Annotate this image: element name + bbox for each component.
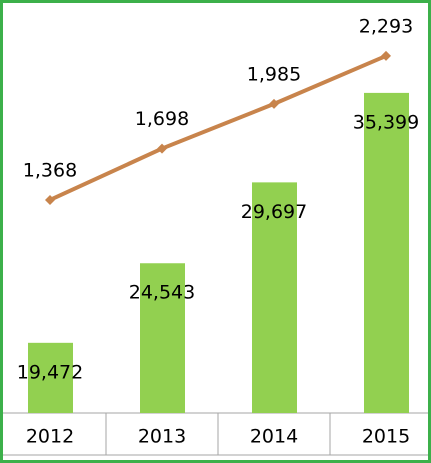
line (49, 54, 387, 202)
line-value-label: 1,985 (247, 63, 301, 85)
line-value-label: 1,698 (135, 108, 189, 130)
bar (28, 342, 73, 413)
bar-value-label: 19,472 (17, 361, 83, 383)
line-value-label: 1,368 (23, 159, 77, 181)
x-tick-label: 2013 (138, 426, 186, 448)
bar (252, 182, 297, 413)
x-tick-label: 2012 (26, 426, 74, 448)
line-marker (269, 98, 279, 109)
line-marker (45, 194, 55, 205)
category-row (3, 412, 428, 456)
line-marker (381, 50, 391, 61)
bar (364, 92, 409, 414)
bar (140, 263, 185, 413)
x-tick-label: 2014 (250, 426, 298, 448)
line-marker (157, 143, 167, 154)
bar-value-label: 35,399 (353, 111, 419, 133)
x-tick-label: 2015 (362, 426, 410, 448)
line-value-label: 2,293 (359, 15, 413, 37)
bar-value-label: 24,543 (129, 282, 195, 304)
bar-value-label: 29,697 (241, 201, 307, 223)
